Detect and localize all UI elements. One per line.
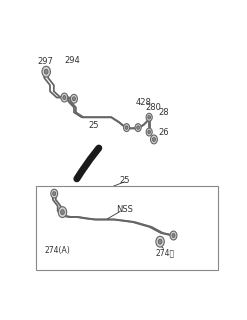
Text: 25: 25 [119,176,130,185]
Circle shape [72,97,76,101]
Circle shape [150,135,157,144]
Circle shape [61,210,64,214]
Circle shape [148,130,151,134]
Text: 428: 428 [136,98,152,107]
Circle shape [44,69,48,74]
Circle shape [125,126,128,129]
Circle shape [156,236,164,247]
Circle shape [51,189,58,198]
Circle shape [70,94,77,103]
Circle shape [63,96,66,100]
Circle shape [152,137,156,141]
Circle shape [137,126,140,129]
Circle shape [146,113,152,121]
Circle shape [61,93,68,102]
Circle shape [148,116,151,119]
Text: 274Ⓑ: 274Ⓑ [155,248,174,257]
Text: 280: 280 [145,103,161,112]
Circle shape [135,124,141,132]
Text: NSS: NSS [116,205,133,214]
Circle shape [158,239,162,244]
Circle shape [172,234,175,237]
Bar [36,186,218,270]
Text: 26: 26 [159,128,169,137]
Text: 274(A): 274(A) [45,246,71,255]
Circle shape [53,192,56,196]
Circle shape [42,66,50,77]
Text: 28: 28 [159,108,169,117]
Text: 297: 297 [37,57,53,66]
Text: 294: 294 [64,56,80,65]
Text: 25: 25 [89,121,99,130]
Circle shape [170,231,177,240]
Circle shape [124,124,130,132]
Circle shape [146,128,152,136]
Circle shape [58,207,67,218]
